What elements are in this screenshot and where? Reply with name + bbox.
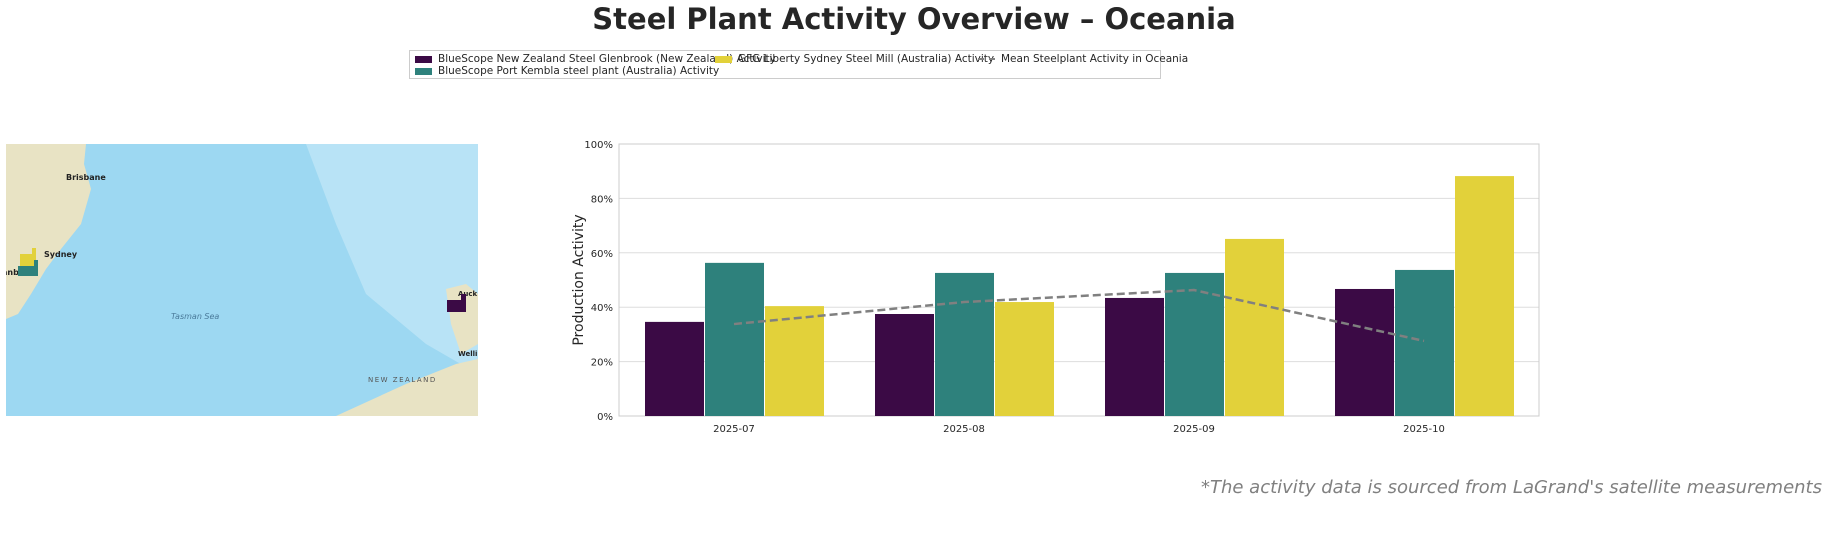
bar [765,306,824,416]
legend-swatch [415,55,432,63]
shallow-water [206,144,478,374]
bar [705,262,764,416]
x-tick-label: 2025-07 [713,424,755,435]
bar [875,314,934,416]
bar [1225,238,1284,416]
footnote: *The activity data is sourced from LaGra… [1200,477,1822,498]
bar-chart: 0% 20% 40% 60% 80% 100% 2025-07 2025-08 2025-09 2… [571,140,1540,435]
legend-item: BlueScope Port Kembla steel plant (Austr… [415,65,719,77]
legend-swatch [415,67,432,75]
chart-title: Steel Plant Activity Overview – Oceania [592,2,1236,36]
y-tick-label: 60% [591,249,613,260]
legend-item: Mean Steelplant Activity in Oceania [978,53,1188,65]
bar [1395,269,1454,416]
plot-frame [618,143,1540,417]
x-tick-label: 2025-10 [1403,424,1445,435]
map[interactable]: Brisbane Sydney anb Tasman Sea Auck Well… [6,144,478,416]
city-label: anb [6,268,19,277]
bar [1165,272,1224,416]
factory-icon[interactable] [18,260,38,276]
bar [995,302,1054,416]
land-nz-south [336,359,478,416]
factory-icon[interactable] [447,294,466,312]
city-label: Welli [458,350,477,358]
legend: BlueScope New Zealand Steel Glenbrook (N… [409,50,1188,79]
city-label: Sydney [44,250,78,259]
legend-item: BlueScope New Zealand Steel Glenbrook (N… [415,53,776,65]
x-tick-label: 2025-09 [1173,424,1215,435]
region-label: NEW ZEALAND [368,376,437,384]
y-tick-label: 100% [584,140,613,151]
city-label: Auck [458,290,478,298]
bar [1105,297,1164,416]
bar [935,272,994,416]
legend-label: Mean Steelplant Activity in Oceania [1001,53,1189,65]
legend-swatch [715,55,732,63]
x-tick-label: 2025-08 [943,424,985,435]
bar [1335,288,1394,416]
factory-icon[interactable] [20,248,36,266]
legend-label: BlueScope Port Kembla steel plant (Austr… [438,65,720,77]
bar [645,321,704,416]
legend-label: BlueScope New Zealand Steel Glenbrook (N… [438,53,776,65]
legend-swatch [978,58,995,60]
y-tick-label: 20% [591,358,613,369]
mean-line [733,288,1425,343]
sea-label: Tasman Sea [171,312,219,321]
bar [1455,176,1514,416]
legend-label: GFG Liberty Sydney Steel Mill (Australia… [738,53,995,65]
y-tick-label: 0% [597,412,613,423]
y-axis-label: Production Activity [571,214,587,345]
y-tick-label: 80% [591,194,613,205]
y-tick-label: 40% [591,303,613,314]
legend-item: GFG Liberty Sydney Steel Mill (Australia… [715,53,994,65]
city-label: Brisbane [66,173,106,182]
